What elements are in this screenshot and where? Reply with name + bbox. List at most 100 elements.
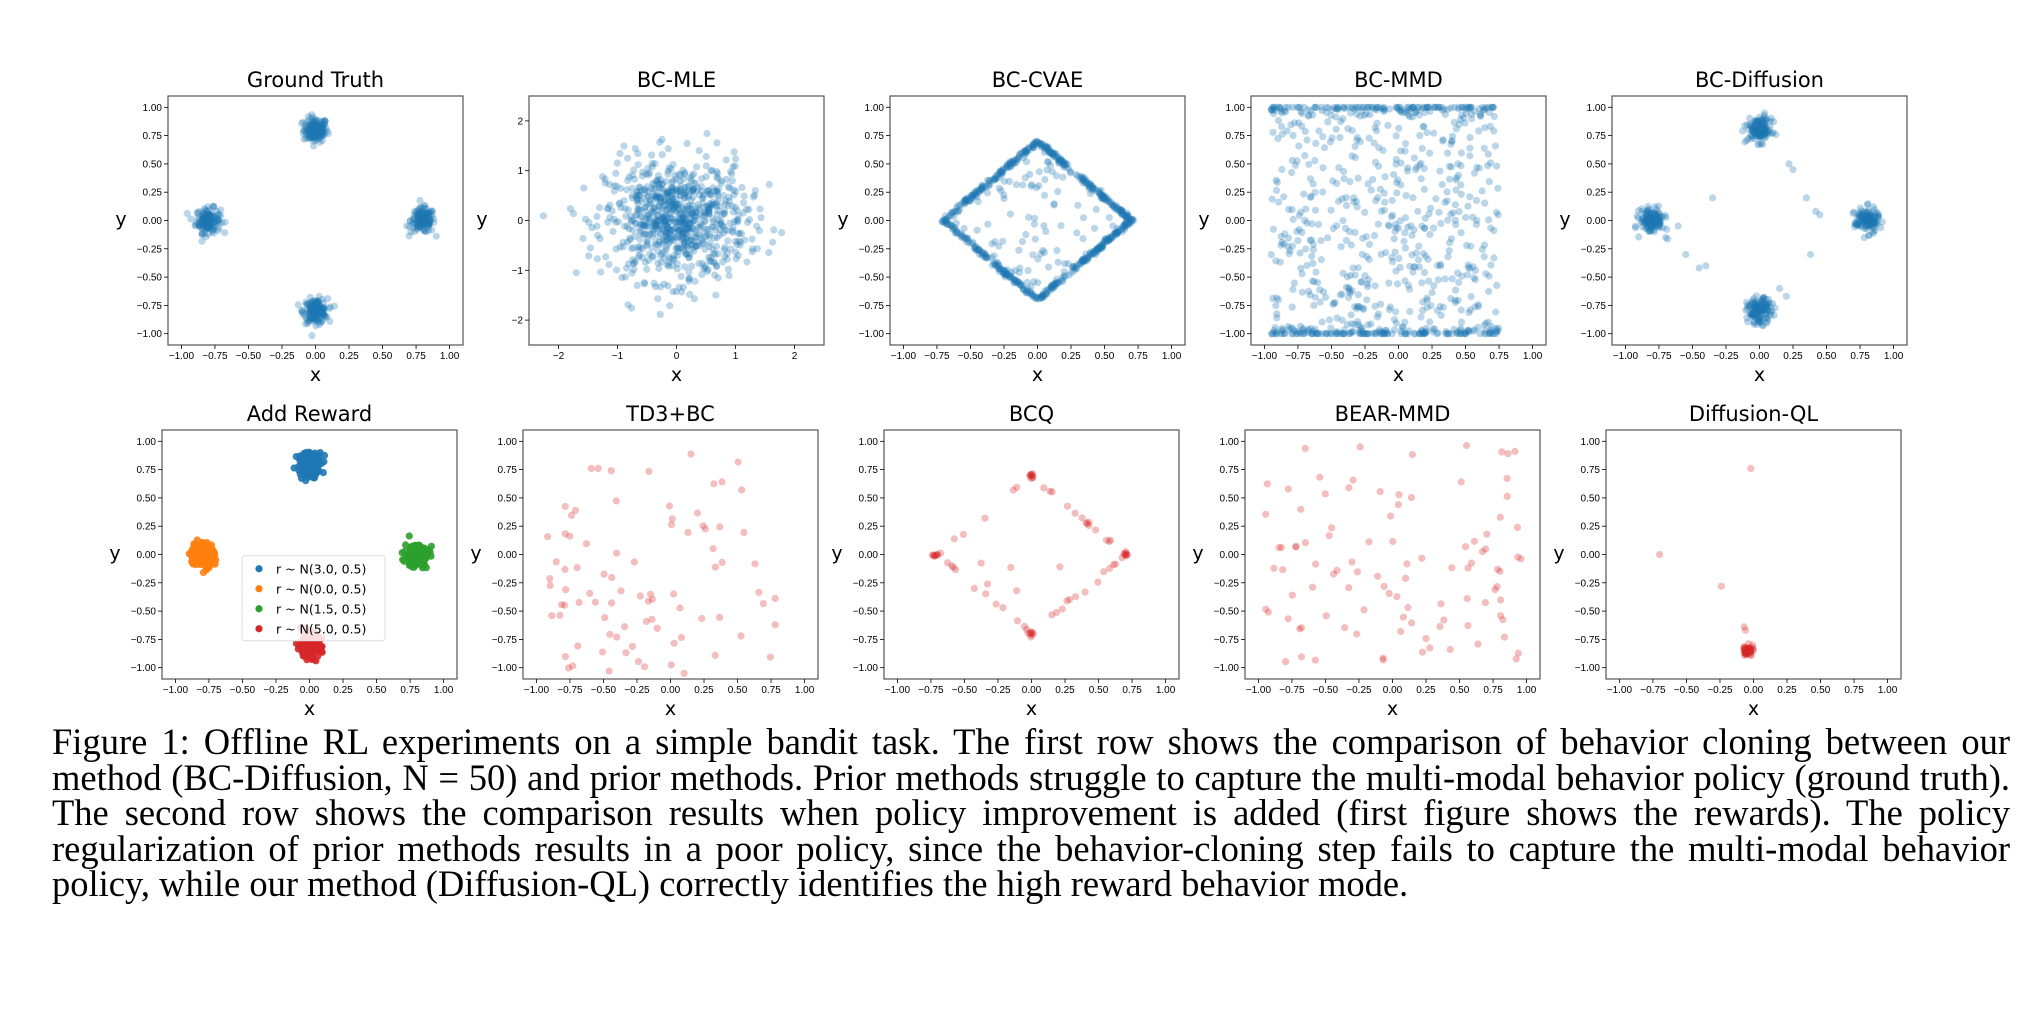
data-point — [1393, 179, 1401, 187]
data-point — [686, 227, 694, 235]
data-point — [684, 528, 692, 537]
data-point — [314, 316, 322, 324]
data-point — [672, 233, 680, 241]
data-point — [423, 208, 432, 216]
data-point — [1474, 323, 1482, 331]
data-point — [1417, 313, 1425, 321]
data-point — [700, 228, 708, 236]
data-point — [308, 302, 316, 310]
data-point — [628, 245, 636, 253]
data-point — [740, 199, 748, 207]
data-point — [671, 171, 679, 180]
data-point — [416, 208, 424, 216]
y-tick-label: 0.50 — [1587, 159, 1607, 170]
data-point — [1463, 271, 1471, 279]
data-point — [1108, 233, 1116, 241]
data-point — [312, 136, 320, 144]
data-point — [1388, 258, 1397, 266]
data-point — [1037, 140, 1045, 148]
data-point — [724, 227, 732, 235]
data-point — [684, 224, 692, 232]
data-point — [716, 202, 724, 210]
data-point — [1747, 464, 1755, 473]
data-point — [1306, 236, 1314, 244]
data-point — [207, 217, 215, 225]
data-point — [200, 209, 208, 218]
data-point — [631, 257, 639, 265]
data-point — [703, 202, 711, 210]
data-point — [703, 129, 711, 138]
data-point — [1481, 599, 1489, 607]
data-point — [677, 244, 685, 252]
data-point — [715, 216, 723, 224]
data-point — [624, 260, 633, 268]
data-point — [634, 658, 643, 666]
data-point — [206, 212, 214, 220]
data-point — [712, 199, 721, 207]
x-tick-label: −0.25 — [624, 685, 650, 696]
data-point — [1043, 290, 1051, 298]
data-point — [417, 204, 425, 212]
data-point — [1013, 587, 1021, 595]
data-point — [205, 218, 213, 226]
data-point — [313, 125, 321, 133]
data-point — [414, 219, 422, 227]
data-point — [962, 197, 970, 206]
data-point — [648, 244, 656, 252]
data-point — [1479, 103, 1487, 111]
data-point — [679, 213, 687, 221]
data-point — [1390, 171, 1398, 179]
data-point — [706, 200, 714, 208]
data-point — [748, 235, 756, 243]
data-point — [310, 314, 318, 322]
data-point — [1749, 132, 1757, 140]
data-point — [319, 128, 327, 136]
data-point — [579, 234, 587, 243]
data-point — [674, 248, 682, 256]
data-point — [666, 302, 674, 310]
data-point — [413, 207, 421, 216]
data-point — [203, 208, 211, 216]
data-point — [662, 178, 670, 186]
data-point — [641, 663, 649, 671]
data-point — [1066, 169, 1075, 177]
data-point — [679, 234, 688, 242]
data-point — [1380, 582, 1388, 591]
data-point — [1083, 255, 1091, 263]
x-tick-label: −1.00 — [524, 685, 550, 696]
data-point — [1048, 168, 1056, 176]
data-point — [1353, 133, 1361, 142]
data-point — [211, 212, 219, 220]
data-point — [1325, 532, 1333, 540]
x-tick-label: −0.75 — [196, 685, 222, 696]
y-tick-label: 1.00 — [865, 103, 885, 114]
data-point — [1091, 251, 1099, 259]
data-point — [731, 237, 740, 245]
x-axis-label: x — [304, 698, 315, 720]
data-point — [1267, 251, 1275, 259]
data-point — [1494, 184, 1502, 192]
data-point — [311, 126, 319, 134]
data-point — [973, 226, 981, 234]
data-point — [204, 230, 212, 238]
data-point — [1033, 138, 1041, 146]
data-point — [945, 212, 953, 220]
data-point — [639, 253, 647, 261]
data-point — [307, 310, 315, 318]
data-point — [744, 218, 752, 226]
data-point — [684, 193, 692, 201]
data-point — [1650, 228, 1659, 236]
data-point — [651, 225, 659, 233]
subplot-title: Diffusion-QL — [1689, 402, 1819, 426]
data-point — [1654, 217, 1662, 225]
data-point — [425, 209, 433, 217]
data-point — [320, 310, 328, 319]
data-point — [1339, 115, 1347, 123]
data-point — [1490, 254, 1498, 262]
data-point — [662, 200, 670, 208]
data-point — [668, 191, 677, 199]
data-point — [980, 249, 988, 257]
data-point — [1347, 109, 1355, 117]
data-point — [1274, 134, 1282, 143]
data-point — [668, 262, 677, 270]
